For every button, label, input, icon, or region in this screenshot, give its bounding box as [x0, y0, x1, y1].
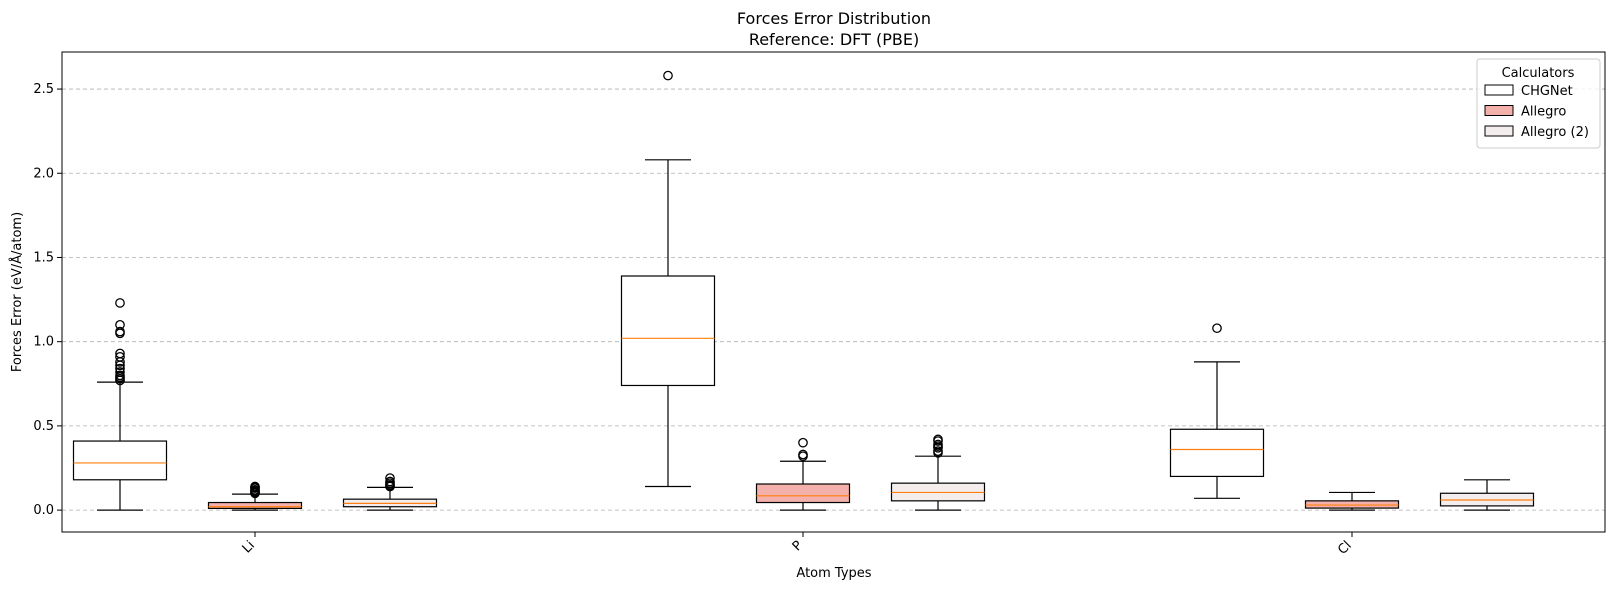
y-tick-label: 2.0	[33, 166, 54, 181]
box-group	[207, 481, 303, 511]
outlier-point	[385, 476, 395, 487]
legend-swatch	[1484, 125, 1514, 137]
box-group	[755, 437, 851, 511]
box-body	[72, 440, 168, 481]
plot-frame	[61, 51, 1606, 533]
y-tick-label: 0.0	[33, 503, 54, 518]
box-group	[1304, 491, 1400, 511]
outlier-point	[115, 326, 125, 337]
outlier-point	[115, 348, 125, 359]
x-tick-label: P	[790, 538, 806, 554]
outlier-point	[1212, 323, 1222, 334]
outlier-point	[115, 319, 125, 330]
y-tick-label: 2.5	[33, 82, 54, 97]
legend-swatch	[1484, 84, 1514, 96]
outlier-point	[250, 481, 260, 492]
legend-label: Allegro (2)	[1521, 125, 1589, 140]
box-body	[1169, 428, 1265, 478]
legend-label: Allegro	[1521, 105, 1566, 120]
box-group	[890, 434, 986, 511]
outlier-point	[385, 473, 395, 483]
outlier-point	[933, 434, 943, 445]
outlier-point	[798, 437, 808, 448]
outlier-point	[115, 363, 125, 374]
box-group	[1169, 323, 1265, 499]
outlier-point	[663, 70, 673, 81]
legend-label: CHGNet	[1521, 84, 1573, 99]
chart-title: Forces Error Distribution	[737, 9, 931, 28]
chart-subtitle: Reference: DFT (PBE)	[749, 30, 919, 49]
outlier-point	[115, 367, 125, 377]
legend: Calculators CHGNet Allegro Allegro (2)	[1476, 58, 1601, 149]
x-axis-label: Atom Types	[796, 566, 871, 581]
box-group	[620, 70, 716, 488]
y-tick-label: 0.5	[33, 419, 54, 434]
grid-layer	[62, 88, 1605, 511]
legend-title: Calculators	[1502, 66, 1575, 81]
outlier-point	[115, 298, 125, 308]
outlier-point	[798, 449, 808, 460]
box-group	[342, 473, 438, 511]
box-body	[755, 483, 851, 504]
y-tick-label: 1.0	[33, 335, 54, 350]
legend-swatch	[1484, 105, 1514, 116]
y-tick-label: 1.5	[33, 250, 54, 265]
outlier-point	[115, 351, 125, 362]
box-layer	[72, 70, 1535, 511]
box-body	[207, 501, 303, 510]
box-group	[1439, 479, 1535, 511]
y-axis-label: Forces Error (eV/Å/atom)	[9, 212, 25, 372]
outlier-point	[933, 446, 943, 457]
outlier-point	[933, 439, 943, 450]
x-tick-label: Cl	[1335, 538, 1355, 558]
outlier-point	[115, 370, 125, 381]
box-body	[620, 275, 716, 387]
box-group	[72, 298, 168, 511]
x-tick-label: Li	[240, 538, 258, 556]
